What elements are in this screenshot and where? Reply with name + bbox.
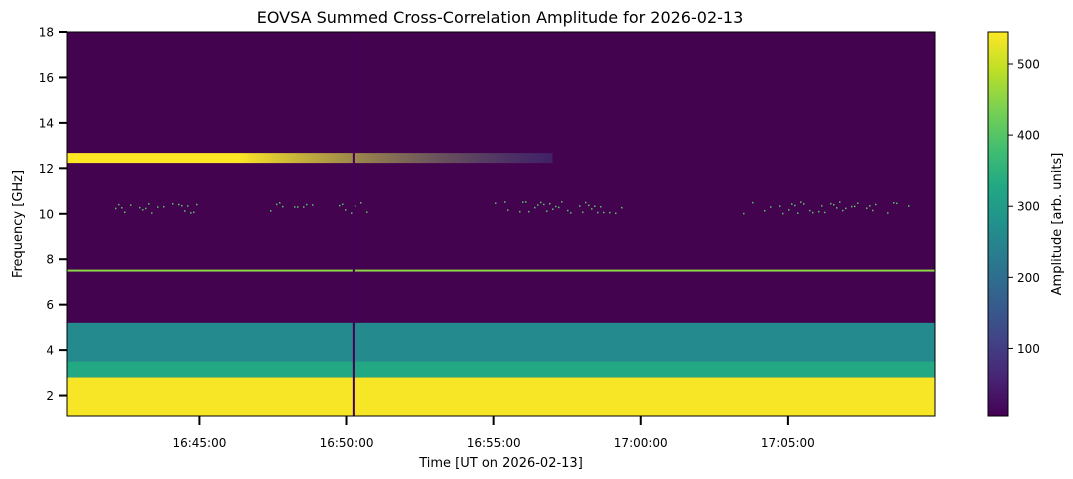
colorbar: 100 200 300 400 500 Amplitude [arb. units] xyxy=(987,31,1065,417)
x-tick-label: 17:05:00 xyxy=(761,436,815,450)
heatmap-feature-0 xyxy=(67,377,935,416)
y-axis-label: Frequency [GHz] xyxy=(11,170,26,278)
colorbar-label: Amplitude [arb. units] xyxy=(1050,153,1065,296)
y-tick-label: 12 xyxy=(39,162,54,176)
y-tick-label: 4 xyxy=(46,344,54,358)
heatmap-feature-1 xyxy=(67,361,935,378)
heatmap-features xyxy=(67,32,935,416)
colorbar-gradient xyxy=(987,31,1009,417)
y-tick-label: 14 xyxy=(39,116,54,130)
heatmap-feature-6 xyxy=(352,32,355,416)
y-tick-label: 8 xyxy=(46,253,54,267)
y-tick-label: 16 xyxy=(39,71,54,85)
x-axis: 16:45:00 16:50:00 16:55:00 17:00:00 17:05:00 xyxy=(172,416,815,450)
y-tick-label: 2 xyxy=(46,389,54,403)
x-tick-label: 16:55:00 xyxy=(467,436,521,450)
heatmap-feature-4 xyxy=(67,269,935,272)
colorbar-tick-label: 300 xyxy=(1017,200,1040,214)
x-tick-label: 16:50:00 xyxy=(320,436,374,450)
x-axis-label: Time [UT on 2026-02-13] xyxy=(418,456,583,471)
y-tick-label: 6 xyxy=(46,298,54,312)
heatmap-feature-2 xyxy=(67,322,935,362)
heatmap-area xyxy=(66,31,936,417)
x-tick-label: 16:45:00 xyxy=(172,436,226,450)
chart-title: EOVSA Summed Cross-Correlation Amplitude… xyxy=(257,8,744,27)
y-axis: 2 4 6 8 10 12 14 16 18 xyxy=(39,26,67,403)
colorbar-tick-label: 500 xyxy=(1017,58,1040,72)
colorbar-tick-label: 200 xyxy=(1017,271,1040,285)
colorbar-tick-label: 100 xyxy=(1017,342,1040,356)
y-tick-label: 18 xyxy=(39,26,54,40)
x-tick-label: 17:00:00 xyxy=(614,436,668,450)
colorbar-ticks: 100 200 300 400 500 xyxy=(1008,58,1040,356)
colorbar-tick-label: 400 xyxy=(1017,129,1040,143)
plot-frame xyxy=(66,31,936,417)
y-tick-label: 10 xyxy=(39,207,54,221)
heatmap-feature-3 xyxy=(67,153,553,164)
heatmap-feature-5 xyxy=(115,201,910,215)
